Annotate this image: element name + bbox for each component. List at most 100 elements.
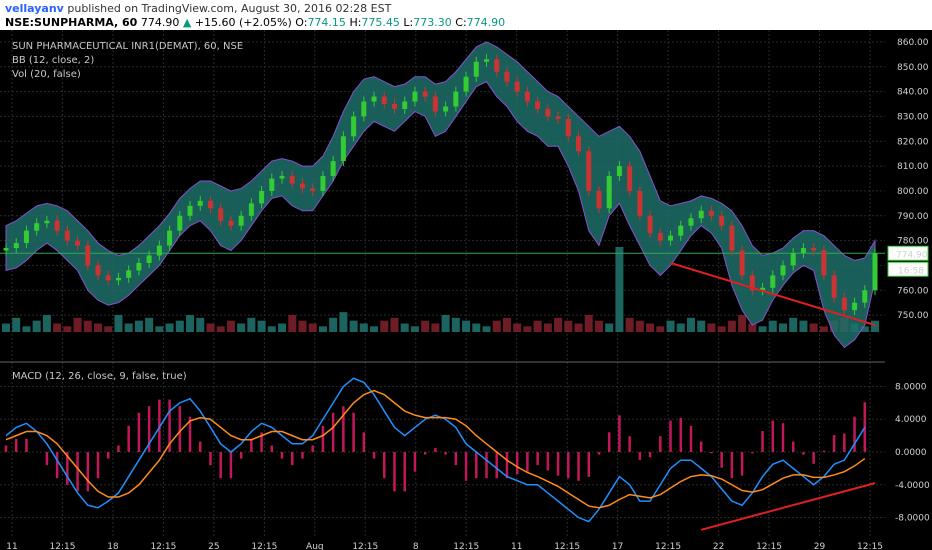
author-name[interactable]: vellayanv [5, 2, 64, 15]
candle-body [391, 104, 397, 109]
volume-bar [860, 326, 869, 332]
candle-body [862, 290, 868, 303]
volume-bar [104, 326, 113, 332]
volume-bar [778, 323, 787, 332]
publish-line: vellayanv published on TradingView.com, … [5, 2, 391, 15]
candle-body [64, 230, 70, 241]
macd-label[interactable]: MACD (12, 26, close, 9, false, true) [12, 371, 187, 382]
candle-body [371, 96, 377, 102]
candle-body [299, 183, 305, 189]
candle-body [453, 91, 459, 107]
candle-body [514, 81, 520, 92]
price-tick-label: 790.00 [897, 212, 929, 222]
low-value: 773.30 [413, 16, 452, 29]
candle-body [596, 190, 602, 209]
candle-body [821, 250, 827, 276]
volume-bar [605, 323, 614, 332]
volume-bar [114, 315, 123, 332]
close-value: 774.90 [466, 16, 506, 29]
volume-bar [748, 323, 757, 332]
candle-body [402, 101, 408, 109]
candle-body [473, 61, 479, 77]
candle-body [831, 275, 837, 298]
candle-body [443, 106, 449, 112]
candle-body [85, 245, 91, 266]
volume-bar [431, 323, 440, 332]
volume-bar [267, 326, 276, 332]
symbol-title: SUN PHARMACEUTICAL INR1(DEMAT), 60, NSE [12, 41, 243, 52]
open-value: 774.15 [307, 16, 346, 29]
high-label: H: [349, 16, 362, 29]
macd-tick-label: 8.0000 [895, 382, 927, 392]
bb-label[interactable]: BB (12, close, 2) [12, 55, 94, 66]
time-tick-label: 25 [208, 542, 219, 550]
candle-body [790, 253, 796, 266]
volume-bar [564, 320, 573, 332]
volume-bar [738, 315, 747, 332]
volume-bar [635, 320, 644, 332]
candle-body [463, 76, 469, 92]
candle-body [218, 208, 224, 221]
candle-body [555, 116, 561, 119]
time-tag [887, 261, 929, 277]
volume-bar [339, 312, 348, 332]
volume-bar [175, 320, 184, 332]
time-tick-label: 12:15 [857, 542, 883, 550]
macd-tick-label: 4.0000 [895, 415, 927, 425]
candle-body [780, 265, 786, 276]
candle-body [637, 190, 643, 216]
close-label: C: [455, 16, 467, 29]
volume-bar [216, 326, 225, 332]
candle-body [565, 118, 571, 137]
volume-bar [288, 315, 297, 332]
candle-body [524, 91, 530, 102]
macd-axis: -8.0000 -4.0000 0.0000 4.0000 8.0000 [895, 382, 930, 523]
volume-bar [83, 320, 92, 332]
candle-body [800, 248, 806, 254]
signal-line [5, 389, 866, 509]
candle-body [760, 287, 766, 291]
volume-bar [349, 320, 358, 332]
volume-bar [329, 317, 338, 332]
time-tag-text: 16:58 [898, 266, 924, 276]
volume-bar [73, 317, 82, 332]
volume-bar [421, 320, 430, 332]
candle-body [841, 297, 847, 311]
candle-body [310, 188, 316, 191]
volume-bar [707, 323, 716, 332]
candle-body [13, 243, 19, 249]
candle-body [259, 190, 265, 204]
candle-body [146, 255, 152, 263]
volume-bar [318, 326, 327, 332]
candle-body [197, 200, 203, 206]
volume-bar [42, 315, 51, 332]
candle-body [75, 240, 81, 246]
candle-body [535, 101, 541, 109]
time-tick-label: 12:15 [756, 542, 782, 550]
volume-bar [359, 323, 368, 332]
low-label: L: [403, 16, 414, 29]
volume-bar [380, 320, 389, 332]
time-axis: 11 12:15 18 12:15 25 12:15 Aug 12:15 8 12:15 11 12:… [6, 542, 883, 550]
candle-body [54, 220, 60, 231]
vol-label[interactable]: Vol (20, false) [12, 69, 81, 80]
volume-bar [656, 326, 665, 332]
last-price-tag [887, 245, 929, 261]
candle-body [412, 91, 418, 102]
candle-body [606, 176, 612, 209]
time-tick-label: 12:15 [251, 542, 277, 550]
volume-bar [513, 323, 522, 332]
volume-bar [789, 317, 798, 332]
volume-bar [676, 323, 685, 332]
chart-canvas[interactable]: 750.00760.00770.00780.00790.00800.00810.… [0, 30, 932, 550]
macd-trendline [700, 482, 876, 531]
candle-body [156, 245, 162, 256]
candle-body [207, 200, 213, 209]
volume-bar [53, 323, 62, 332]
price-axis: 750.00760.00770.00780.00790.00800.00810.… [897, 38, 929, 321]
price-tick-label: 750.00 [897, 311, 929, 321]
candle-body [708, 210, 714, 216]
candle-body [44, 220, 50, 224]
candle-body [586, 151, 592, 191]
price-tick-label: 850.00 [897, 63, 929, 73]
